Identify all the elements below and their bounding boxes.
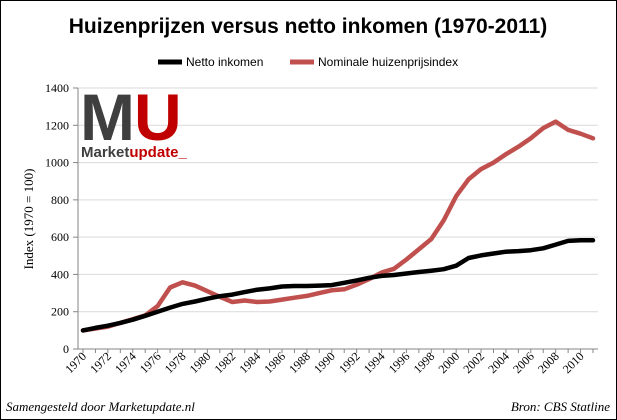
legend-label-netto: Netto inkomen [186, 55, 263, 69]
footer-credit: Samengesteld door Marketupdate.nl [6, 399, 195, 414]
logo-letter-u: U [134, 80, 182, 154]
series-line-netto-inkomen [80, 238, 596, 333]
logo-underscore: _ [178, 144, 188, 161]
y-axis-title: Index (1970 = 100) [21, 169, 36, 270]
logo-wordmark: Marketupdate_ [81, 144, 188, 161]
legend-label-huizen: Nominale huizenprijsindex [318, 55, 458, 69]
logo-letter-m: M [80, 80, 135, 154]
y-tick-label: 0 [63, 342, 69, 356]
chart-title: Huizenprijzen versus netto inkomen (1970… [69, 15, 548, 38]
y-tick-label: 1400 [45, 81, 69, 95]
footer-source: Bron: CBS Statline [511, 399, 610, 414]
legend: Netto inkomen Nominale huizenprijsindex [158, 55, 458, 69]
y-tick-label: 200 [51, 305, 69, 319]
series [80, 119, 596, 333]
marketupdate-logo: M U Marketupdate_ [80, 80, 188, 161]
y-tick-label: 1000 [45, 156, 69, 170]
axes [77, 88, 598, 350]
logo-word-update: update [129, 144, 178, 161]
logo-word-market: Market [81, 144, 129, 161]
y-tick-label: 1200 [45, 118, 69, 132]
y-tick-labels: 0 200 400 600 800 1000 1200 1400 [45, 81, 78, 356]
y-tick-label: 400 [51, 267, 69, 281]
y-tick-label: 600 [51, 230, 69, 244]
y-tick-label: 800 [51, 193, 69, 207]
series-line-huizenprijsindex [80, 119, 596, 333]
